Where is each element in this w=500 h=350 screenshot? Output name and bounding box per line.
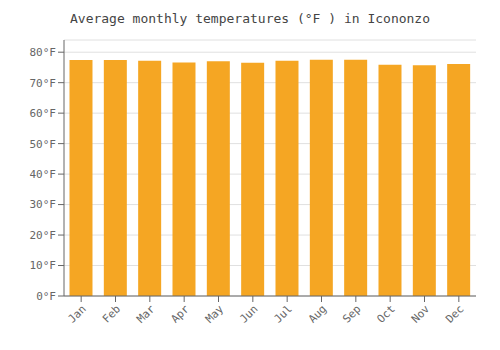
svg-text:0°F: 0°F — [36, 290, 56, 303]
svg-text:Mar: Mar — [134, 302, 158, 326]
svg-text:Jul: Jul — [272, 302, 295, 325]
svg-text:Feb: Feb — [100, 302, 123, 325]
svg-text:50°F: 50°F — [30, 138, 57, 151]
svg-text:40°F: 40°F — [30, 168, 57, 181]
svg-text:Dec: Dec — [443, 302, 466, 325]
svg-text:10°F: 10°F — [30, 259, 57, 272]
svg-text:Sep: Sep — [340, 302, 363, 325]
svg-text:Jun: Jun — [237, 302, 260, 325]
svg-text:Jan: Jan — [66, 302, 89, 325]
svg-text:Oct: Oct — [375, 302, 398, 325]
svg-text:60°F: 60°F — [30, 107, 57, 120]
svg-text:70°F: 70°F — [30, 77, 57, 90]
svg-text:80°F: 80°F — [30, 46, 57, 59]
svg-text:May: May — [203, 302, 227, 326]
svg-text:30°F: 30°F — [30, 198, 57, 211]
svg-text:Apr: Apr — [169, 302, 193, 326]
svg-text:20°F: 20°F — [30, 229, 57, 242]
svg-text:Nov: Nov — [409, 302, 433, 326]
svg-text:Aug: Aug — [306, 302, 329, 325]
html-text:Average monthly temperatures (: Average monthly temperatures (°F ) in Ic… — [70, 11, 430, 26]
